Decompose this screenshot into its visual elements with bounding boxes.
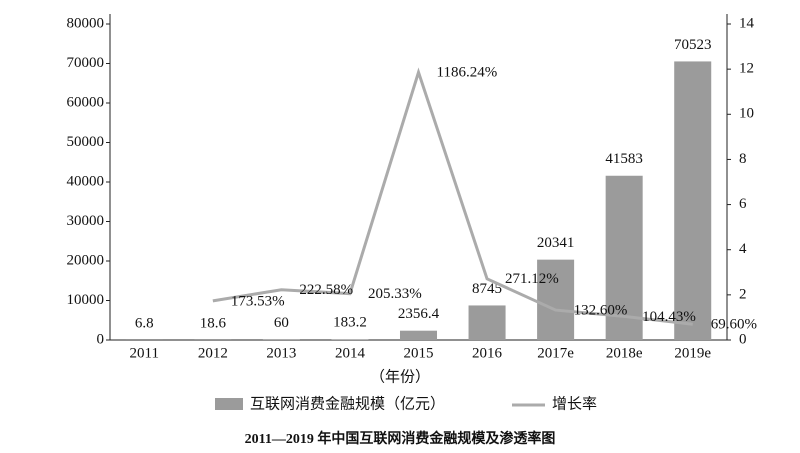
y-tick-label: 80000 (67, 15, 105, 31)
y2-tick-label: 0 (739, 331, 747, 347)
x-tick-label: 2011 (130, 345, 159, 361)
bar-label: 20341 (537, 235, 575, 251)
bar (399, 330, 438, 340)
x-tick-label: 2019e (674, 345, 711, 361)
x-tick-label: 2012 (198, 345, 228, 361)
x-tick-label: 2017e (537, 345, 574, 361)
y2-tick-label: 10 (739, 106, 754, 122)
bar (537, 259, 575, 340)
y2-tick-label: 2 (739, 286, 747, 302)
x-tick-label: 2014 (335, 345, 366, 361)
y2-tick-label: 8 (739, 151, 747, 167)
y2-tick-label: 12 (739, 61, 754, 77)
bar (605, 175, 643, 340)
y-tick-label: 20000 (67, 252, 105, 268)
bar (331, 339, 369, 340)
y-tick-label: 70000 (67, 55, 105, 71)
line (212, 67, 693, 326)
y-tick-label: 10000 (67, 292, 105, 308)
legend-label: 互联网消费金融规模（亿元） (250, 395, 445, 412)
legend-label: 增长率 (552, 395, 597, 412)
y-tick-label: 40000 (67, 173, 105, 189)
bar-label: 70523 (674, 37, 712, 53)
y2-tick-label: 14 (739, 15, 755, 31)
bar-label: 183.2 (333, 315, 367, 331)
legend-swatch (215, 398, 243, 410)
line-label: 132.60% (574, 303, 628, 319)
line-label: 173.53% (231, 293, 285, 309)
x-tick-label: 2016 (472, 345, 503, 361)
x-tick-label: 2015 (404, 345, 434, 361)
line-label: 1186.24% (437, 65, 498, 81)
bar-label: 6.8 (135, 315, 154, 331)
line-label: 205.33% (368, 286, 422, 302)
y2-tick-label: 4 (739, 241, 747, 257)
y-tick-label: 30000 (67, 213, 105, 229)
bar-label: 2356.4 (398, 306, 440, 322)
line-label: 104.43% (642, 309, 696, 325)
bar-label: 60 (274, 315, 289, 331)
y-tick-label: 0 (97, 331, 105, 347)
x-tick-label: 2013 (266, 345, 296, 361)
x-tick-label: 2018e (606, 345, 643, 361)
x-axis-title: （年份） (370, 368, 430, 385)
chart-title: 2011—2019 年中国互联网消费金融规模及渗透率图 (245, 430, 556, 447)
line-label: 69.60% (711, 317, 757, 333)
bar (674, 61, 712, 341)
y-tick-label: 50000 (67, 134, 105, 150)
bar-label: 8745 (472, 281, 502, 297)
y-tick-label: 60000 (67, 94, 105, 110)
bar (468, 305, 506, 340)
bar-label: 18.6 (200, 315, 227, 331)
bar-label: 41583 (605, 151, 643, 167)
y2-tick-label: 6 (739, 196, 747, 212)
line-label: 222.58% (299, 282, 353, 298)
line-label: 271.12% (505, 271, 559, 287)
